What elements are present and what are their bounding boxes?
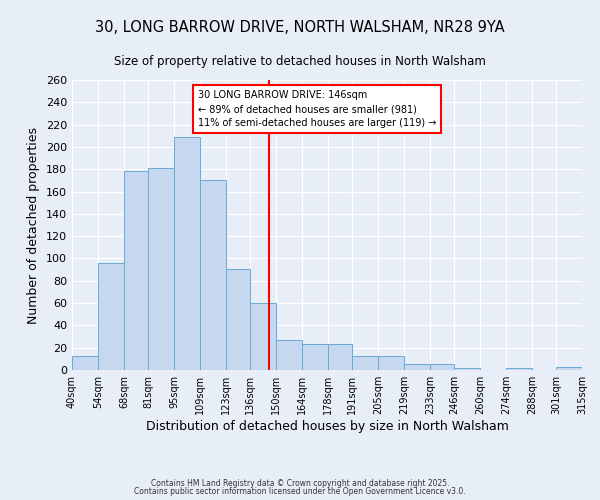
Bar xyxy=(72,356,98,370)
Bar xyxy=(328,344,352,370)
Bar xyxy=(250,303,276,370)
Text: 30 LONG BARROW DRIVE: 146sqm
← 89% of detached houses are smaller (981)
11% of s: 30 LONG BARROW DRIVE: 146sqm ← 89% of de… xyxy=(198,90,436,128)
Bar xyxy=(556,366,582,370)
X-axis label: Distribution of detached houses by size in North Walsham: Distribution of detached houses by size … xyxy=(146,420,508,433)
Bar xyxy=(124,172,148,370)
Bar xyxy=(302,344,328,370)
Text: Size of property relative to detached houses in North Walsham: Size of property relative to detached ho… xyxy=(114,55,486,68)
Bar xyxy=(506,368,532,370)
Bar xyxy=(276,340,302,370)
Bar xyxy=(378,356,404,370)
Text: 30, LONG BARROW DRIVE, NORTH WALSHAM, NR28 9YA: 30, LONG BARROW DRIVE, NORTH WALSHAM, NR… xyxy=(95,20,505,35)
Bar xyxy=(352,356,378,370)
Bar xyxy=(148,168,174,370)
Y-axis label: Number of detached properties: Number of detached properties xyxy=(28,126,40,324)
Bar xyxy=(174,137,200,370)
Bar xyxy=(454,368,480,370)
Bar xyxy=(430,364,454,370)
Bar xyxy=(98,263,124,370)
Text: Contains public sector information licensed under the Open Government Licence v3: Contains public sector information licen… xyxy=(134,487,466,496)
Bar xyxy=(404,364,430,370)
Bar xyxy=(200,180,226,370)
Text: Contains HM Land Registry data © Crown copyright and database right 2025.: Contains HM Land Registry data © Crown c… xyxy=(151,478,449,488)
Bar xyxy=(226,268,250,370)
